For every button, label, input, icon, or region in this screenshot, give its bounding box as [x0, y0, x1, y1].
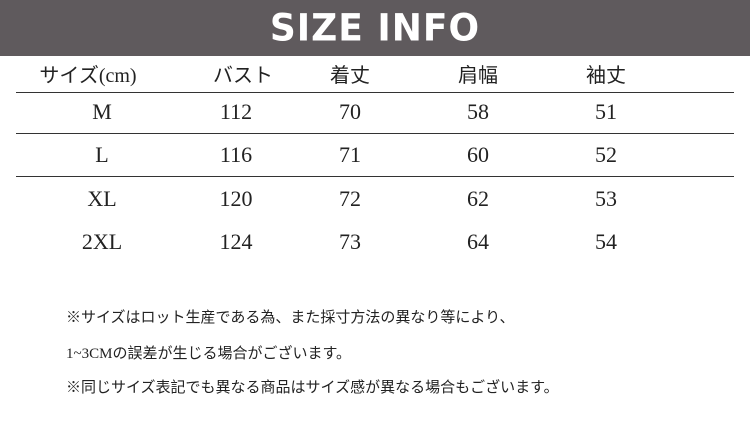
- table-header: サイズ(cm) バスト 着丈 肩幅 袖丈: [0, 58, 750, 94]
- divider: [16, 133, 734, 134]
- table-row: XL 120 72 62 53: [0, 181, 750, 217]
- cell-sleeve: 52: [595, 142, 617, 167]
- cell-shoulder: 62: [467, 186, 489, 211]
- header-shoulder: 肩幅: [458, 65, 498, 87]
- cell-length: 71: [339, 142, 361, 167]
- cell-size: M: [92, 99, 112, 124]
- cell-size: XL: [87, 186, 117, 211]
- cell-size: L: [95, 142, 109, 167]
- title-banner: SIZE INFO: [0, 0, 750, 56]
- cell-bust: 112: [219, 99, 253, 124]
- note-2: 1~3CMの誤差が生じる場合がございます。: [66, 346, 351, 362]
- table-row: M 112 70 58 51: [0, 94, 750, 130]
- cell-shoulder: 58: [467, 99, 489, 124]
- cell-length: 73: [339, 229, 361, 254]
- table-row: L 116 71 60 52: [0, 137, 750, 173]
- table-row: 2XL 124 73 64 54: [0, 224, 750, 260]
- header-bust: バスト: [213, 65, 273, 87]
- cell-sleeve: 54: [595, 229, 617, 254]
- cell-length: 70: [339, 99, 361, 124]
- cell-length: 72: [339, 186, 361, 211]
- divider: [16, 92, 734, 93]
- note-3: ※同じサイズ表記でも異なる商品はサイズ感が異なる場合もございます。: [66, 380, 559, 396]
- header-size: サイズ(cm): [39, 65, 137, 87]
- cell-sleeve: 53: [595, 186, 617, 211]
- cell-bust: 116: [219, 142, 253, 167]
- cell-shoulder: 60: [467, 142, 489, 167]
- header-length: 着丈: [330, 65, 370, 87]
- page-title: SIZE INFO: [269, 6, 481, 50]
- cell-sleeve: 51: [595, 99, 617, 124]
- note-1: ※サイズはロット生産である為、また採寸方法の異なり等により、: [66, 310, 515, 326]
- cell-bust: 124: [219, 229, 253, 254]
- cell-bust: 120: [219, 186, 253, 211]
- divider: [16, 176, 734, 177]
- cell-size: 2XL: [81, 229, 123, 254]
- cell-shoulder: 64: [467, 229, 489, 254]
- header-sleeve: 袖丈: [586, 65, 626, 87]
